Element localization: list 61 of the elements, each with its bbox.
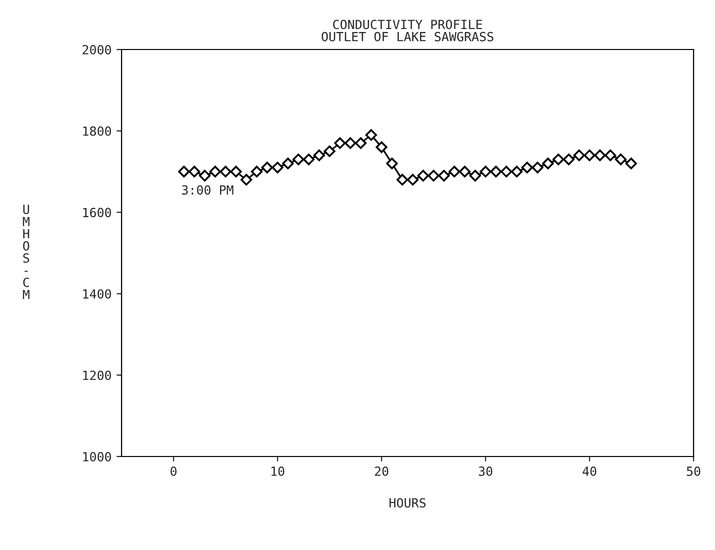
- y-axis-title: UMHOS-CM: [22, 204, 30, 300]
- point: [188, 166, 200, 178]
- point: [282, 158, 294, 170]
- point: [302, 154, 315, 166]
- y-tick-label: 1400: [83, 289, 112, 299]
- point: [614, 154, 627, 166]
- point: [490, 166, 502, 178]
- x-tick-label: 0: [170, 466, 176, 476]
- point: [428, 170, 440, 182]
- point: [542, 158, 554, 170]
- x-tick-label: 50: [686, 466, 700, 476]
- point: [584, 150, 596, 162]
- point: [625, 158, 637, 170]
- point: [209, 166, 221, 178]
- point: [220, 166, 232, 178]
- y-tick-label: 1800: [83, 126, 112, 136]
- point: [198, 170, 211, 182]
- point: [480, 166, 492, 178]
- y-tick-label: 1600: [83, 208, 112, 218]
- x-tick-label: 10: [272, 466, 284, 476]
- x-tick-label: 40: [582, 466, 596, 476]
- point: [562, 154, 575, 166]
- point: [417, 170, 429, 182]
- y-tick-label: 2000: [82, 45, 112, 54]
- point: [324, 145, 336, 158]
- point: [354, 137, 367, 149]
- x-tick-label: 30: [478, 466, 492, 476]
- y-tick-label: 1200: [83, 370, 112, 380]
- y-tick-label: 1000: [83, 452, 112, 462]
- point: [344, 137, 356, 149]
- point: [500, 166, 512, 178]
- point: [230, 166, 242, 178]
- point: [334, 137, 346, 149]
- point: [292, 154, 304, 166]
- chart-title: CONDUCTIVITY PROFILE: [333, 20, 482, 30]
- point: [458, 166, 471, 178]
- point: [240, 174, 252, 186]
- point: [448, 166, 460, 178]
- point: [594, 150, 606, 162]
- point: [261, 162, 273, 174]
- point: [573, 150, 585, 162]
- point: [510, 166, 523, 178]
- point: [532, 162, 544, 174]
- point: [365, 129, 377, 141]
- point: [178, 166, 190, 178]
- x-tick-label: 20: [374, 466, 388, 476]
- x-axis-title: HOURS: [390, 498, 426, 508]
- point: [406, 174, 419, 186]
- point: [469, 170, 481, 182]
- annotation: 3:00 PM: [182, 185, 234, 195]
- point: [313, 150, 325, 162]
- point: [604, 150, 616, 162]
- point: [376, 141, 388, 153]
- point: [386, 158, 398, 170]
- point: [250, 166, 263, 178]
- point: [552, 154, 564, 166]
- point: [272, 162, 284, 174]
- point: [396, 174, 408, 186]
- chart-subtitle: OUTLET OF LAKE SAWGRASS: [322, 32, 494, 42]
- point: [521, 162, 533, 174]
- point: [438, 170, 450, 182]
